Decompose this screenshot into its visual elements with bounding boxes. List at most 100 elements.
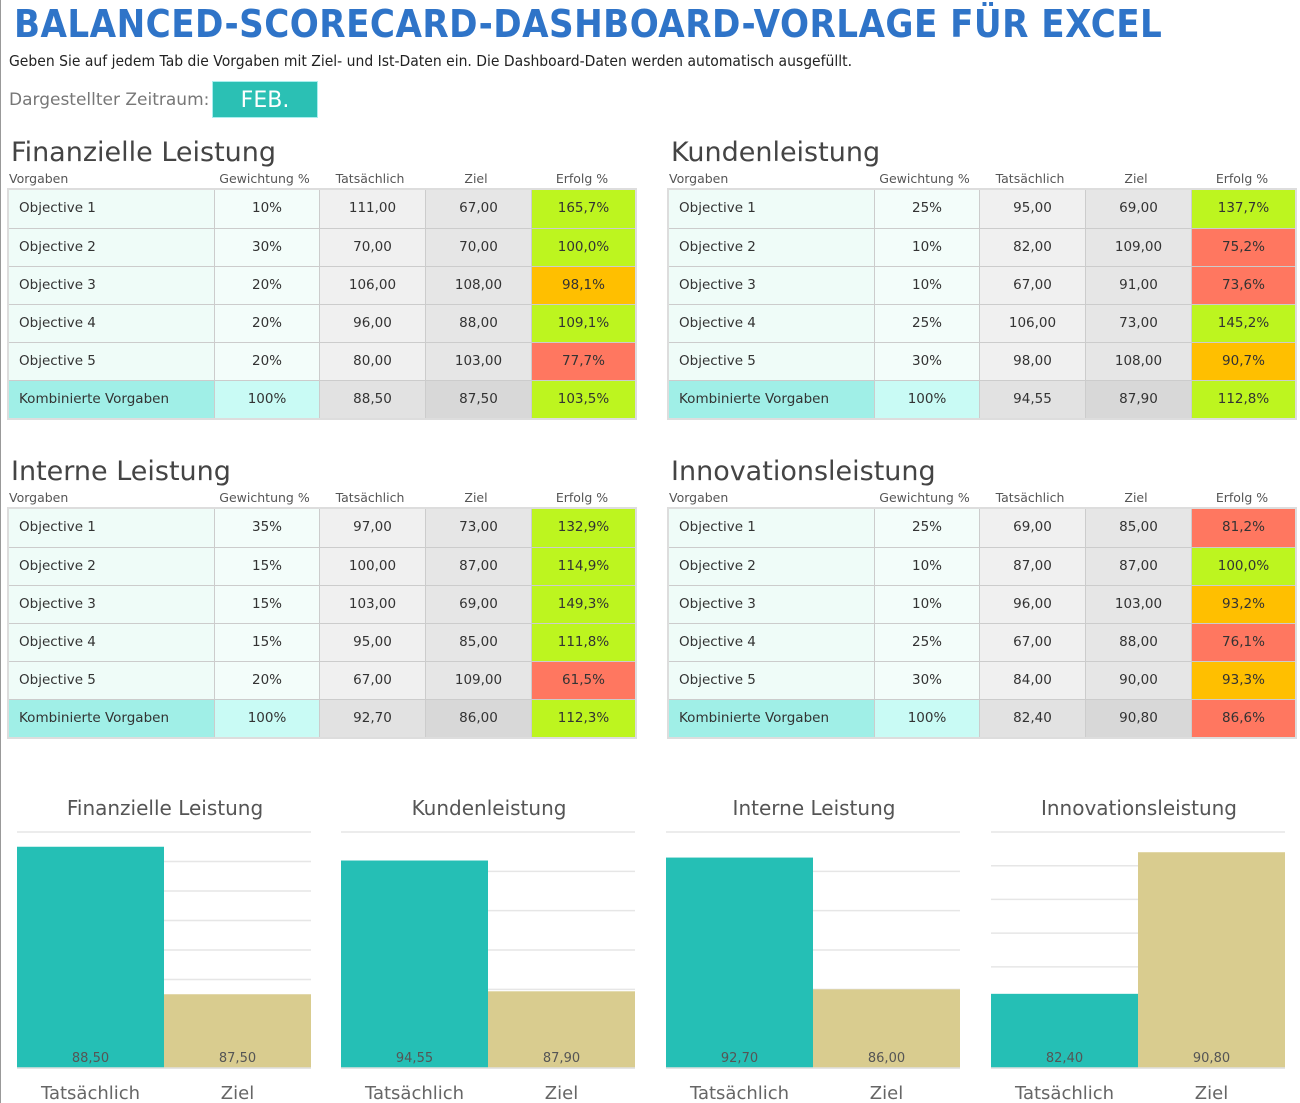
target-cell[interactable]: 109,00 bbox=[425, 662, 531, 699]
objective-cell[interactable]: Objective 3 bbox=[9, 267, 214, 304]
success-cell[interactable]: 145,2% bbox=[1191, 305, 1295, 342]
weight-cell[interactable]: 25% bbox=[874, 624, 979, 661]
weight-cell[interactable]: 100% bbox=[874, 381, 979, 418]
weight-cell[interactable]: 10% bbox=[874, 586, 979, 623]
actual-cell[interactable]: 88,50 bbox=[319, 381, 425, 418]
success-cell[interactable]: 93,2% bbox=[1191, 586, 1295, 623]
weight-cell[interactable]: 10% bbox=[874, 267, 979, 304]
objective-cell[interactable]: Objective 4 bbox=[669, 305, 874, 342]
actual-cell[interactable]: 67,00 bbox=[979, 624, 1085, 661]
target-cell[interactable]: 73,00 bbox=[425, 509, 531, 547]
success-cell[interactable]: 112,3% bbox=[531, 700, 635, 737]
actual-cell[interactable]: 84,00 bbox=[979, 662, 1085, 699]
actual-cell[interactable]: 67,00 bbox=[979, 267, 1085, 304]
objective-cell[interactable]: Kombinierte Vorgaben bbox=[9, 381, 214, 418]
success-cell[interactable]: 75,2% bbox=[1191, 229, 1295, 266]
target-cell[interactable]: 85,00 bbox=[1085, 509, 1191, 547]
weight-cell[interactable]: 15% bbox=[214, 586, 319, 623]
actual-cell[interactable]: 92,70 bbox=[319, 700, 425, 737]
actual-cell[interactable]: 111,00 bbox=[319, 190, 425, 228]
objective-cell[interactable]: Objective 5 bbox=[9, 662, 214, 699]
success-cell[interactable]: 86,6% bbox=[1191, 700, 1295, 737]
success-cell[interactable]: 90,7% bbox=[1191, 343, 1295, 380]
actual-cell[interactable]: 97,00 bbox=[319, 509, 425, 547]
weight-cell[interactable]: 15% bbox=[214, 624, 319, 661]
actual-cell[interactable]: 87,00 bbox=[979, 548, 1085, 585]
target-cell[interactable]: 69,00 bbox=[1085, 190, 1191, 228]
weight-cell[interactable]: 10% bbox=[874, 548, 979, 585]
objective-cell[interactable]: Kombinierte Vorgaben bbox=[669, 700, 874, 737]
objective-cell[interactable]: Objective 4 bbox=[669, 624, 874, 661]
success-cell[interactable]: 76,1% bbox=[1191, 624, 1295, 661]
actual-cell[interactable]: 98,00 bbox=[979, 343, 1085, 380]
weight-cell[interactable]: 30% bbox=[214, 229, 319, 266]
success-cell[interactable]: 77,7% bbox=[531, 343, 635, 380]
actual-cell[interactable]: 69,00 bbox=[979, 509, 1085, 547]
target-cell[interactable]: 86,00 bbox=[425, 700, 531, 737]
success-cell[interactable]: 100,0% bbox=[1191, 548, 1295, 585]
objective-cell[interactable]: Objective 3 bbox=[9, 586, 214, 623]
objective-cell[interactable]: Objective 3 bbox=[669, 586, 874, 623]
weight-cell[interactable]: 10% bbox=[874, 229, 979, 266]
target-cell[interactable]: 85,00 bbox=[425, 624, 531, 661]
objective-cell[interactable]: Objective 4 bbox=[9, 624, 214, 661]
weight-cell[interactable]: 100% bbox=[874, 700, 979, 737]
target-cell[interactable]: 67,00 bbox=[425, 190, 531, 228]
success-cell[interactable]: 103,5% bbox=[531, 381, 635, 418]
target-cell[interactable]: 69,00 bbox=[425, 586, 531, 623]
target-cell[interactable]: 87,00 bbox=[425, 548, 531, 585]
success-cell[interactable]: 81,2% bbox=[1191, 509, 1295, 547]
success-cell[interactable]: 111,8% bbox=[531, 624, 635, 661]
weight-cell[interactable]: 20% bbox=[214, 267, 319, 304]
target-cell[interactable]: 88,00 bbox=[425, 305, 531, 342]
success-cell[interactable]: 98,1% bbox=[531, 267, 635, 304]
actual-cell[interactable]: 106,00 bbox=[319, 267, 425, 304]
actual-cell[interactable]: 95,00 bbox=[319, 624, 425, 661]
actual-cell[interactable]: 106,00 bbox=[979, 305, 1085, 342]
weight-cell[interactable]: 30% bbox=[874, 662, 979, 699]
objective-cell[interactable]: Objective 4 bbox=[9, 305, 214, 342]
actual-cell[interactable]: 96,00 bbox=[979, 586, 1085, 623]
weight-cell[interactable]: 10% bbox=[214, 190, 319, 228]
actual-cell[interactable]: 96,00 bbox=[319, 305, 425, 342]
weight-cell[interactable]: 20% bbox=[214, 343, 319, 380]
target-cell[interactable]: 109,00 bbox=[1085, 229, 1191, 266]
target-cell[interactable]: 90,80 bbox=[1085, 700, 1191, 737]
target-cell[interactable]: 108,00 bbox=[425, 267, 531, 304]
actual-cell[interactable]: 100,00 bbox=[319, 548, 425, 585]
objective-cell[interactable]: Objective 3 bbox=[669, 267, 874, 304]
weight-cell[interactable]: 25% bbox=[874, 190, 979, 228]
objective-cell[interactable]: Objective 1 bbox=[9, 190, 214, 228]
success-cell[interactable]: 100,0% bbox=[531, 229, 635, 266]
actual-cell[interactable]: 70,00 bbox=[319, 229, 425, 266]
target-cell[interactable]: 108,00 bbox=[1085, 343, 1191, 380]
target-cell[interactable]: 88,00 bbox=[1085, 624, 1191, 661]
weight-cell[interactable]: 20% bbox=[214, 305, 319, 342]
success-cell[interactable]: 73,6% bbox=[1191, 267, 1295, 304]
success-cell[interactable]: 149,3% bbox=[531, 586, 635, 623]
success-cell[interactable]: 112,8% bbox=[1191, 381, 1295, 418]
objective-cell[interactable]: Objective 5 bbox=[669, 662, 874, 699]
success-cell[interactable]: 132,9% bbox=[531, 509, 635, 547]
weight-cell[interactable]: 25% bbox=[874, 509, 979, 547]
actual-cell[interactable]: 82,40 bbox=[979, 700, 1085, 737]
target-cell[interactable]: 103,00 bbox=[425, 343, 531, 380]
weight-cell[interactable]: 35% bbox=[214, 509, 319, 547]
target-cell[interactable]: 70,00 bbox=[425, 229, 531, 266]
objective-cell[interactable]: Objective 5 bbox=[669, 343, 874, 380]
target-cell[interactable]: 87,00 bbox=[1085, 548, 1191, 585]
target-cell[interactable]: 103,00 bbox=[1085, 586, 1191, 623]
objective-cell[interactable]: Kombinierte Vorgaben bbox=[669, 381, 874, 418]
objective-cell[interactable]: Objective 2 bbox=[669, 229, 874, 266]
objective-cell[interactable]: Objective 2 bbox=[9, 548, 214, 585]
actual-cell[interactable]: 80,00 bbox=[319, 343, 425, 380]
weight-cell[interactable]: 100% bbox=[214, 700, 319, 737]
success-cell[interactable]: 137,7% bbox=[1191, 190, 1295, 228]
weight-cell[interactable]: 15% bbox=[214, 548, 319, 585]
success-cell[interactable]: 114,9% bbox=[531, 548, 635, 585]
objective-cell[interactable]: Objective 2 bbox=[669, 548, 874, 585]
success-cell[interactable]: 109,1% bbox=[531, 305, 635, 342]
actual-cell[interactable]: 95,00 bbox=[979, 190, 1085, 228]
actual-cell[interactable]: 103,00 bbox=[319, 586, 425, 623]
weight-cell[interactable]: 25% bbox=[874, 305, 979, 342]
